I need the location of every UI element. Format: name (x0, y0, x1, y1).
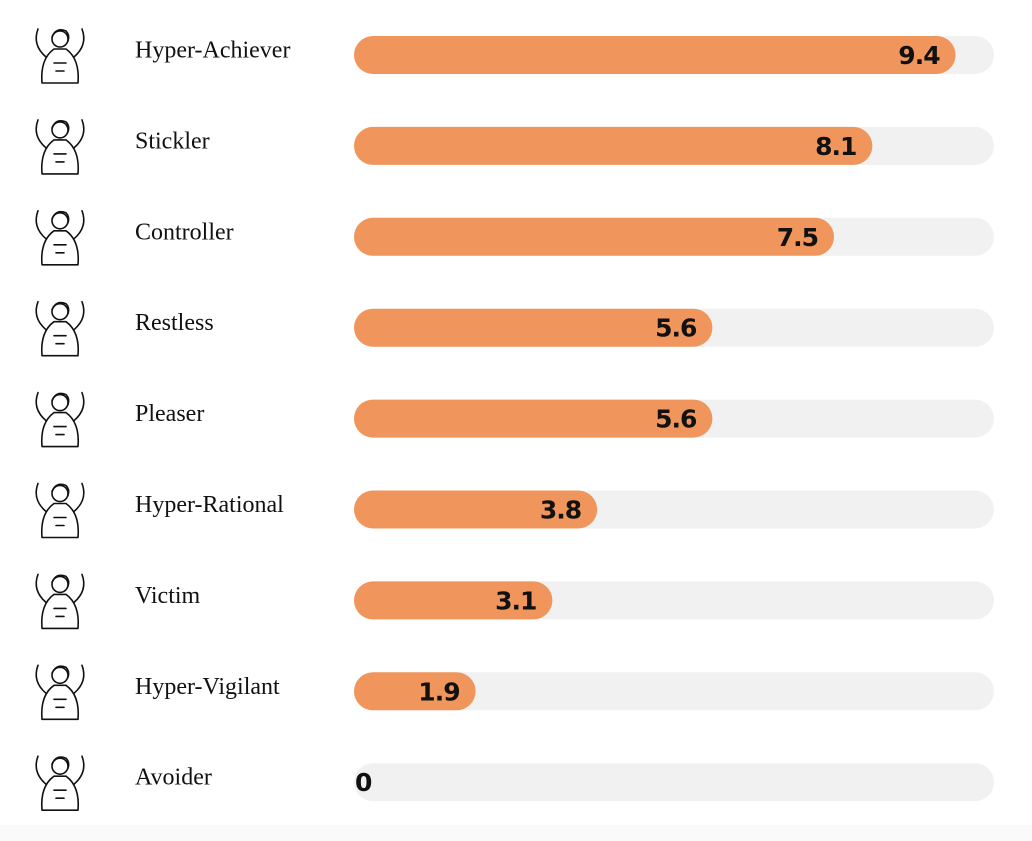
bar (354, 217, 834, 256)
icon-detail (53, 516, 67, 527)
value-label: 8.1 (815, 132, 856, 161)
category-label: Victim (135, 583, 201, 609)
bar (354, 36, 956, 74)
icon-body (40, 411, 80, 448)
icon-arms (35, 28, 85, 58)
icon-body (40, 684, 80, 721)
footer-band (0, 825, 1032, 841)
icon-detail (53, 607, 67, 618)
icon-body (40, 230, 80, 266)
icon-hair (51, 29, 70, 42)
icon-hair (51, 483, 70, 497)
icon-body (40, 593, 80, 630)
row-icon (35, 28, 85, 84)
category-label: Pleaser (135, 401, 204, 427)
bar (354, 672, 476, 711)
category-label: Hyper-Achiever (135, 38, 290, 64)
bar (354, 308, 713, 347)
category-label: Restless (135, 310, 214, 336)
icon-detail (53, 425, 67, 436)
value-label: 1.9 (418, 677, 459, 706)
icon-detail (53, 698, 67, 709)
bar-track (354, 672, 994, 711)
row-icon (35, 664, 85, 721)
icon-arms (35, 300, 85, 331)
icon-arms (35, 482, 85, 513)
icon-arms (35, 391, 85, 422)
icon-body (40, 502, 80, 539)
row-icon (35, 210, 85, 266)
icon-hair (51, 392, 70, 406)
icon-hair (51, 210, 70, 224)
value-label: 7.5 (777, 223, 818, 252)
value-label: 9.4 (898, 41, 940, 70)
icon-hair (51, 756, 70, 770)
icon-body (40, 48, 80, 84)
value-label: 3.1 (495, 586, 536, 615)
row-icon (35, 755, 85, 812)
value-label: 3.8 (540, 496, 581, 525)
icon-detail (53, 153, 67, 163)
icon-arms (35, 573, 85, 604)
category-label: Stickler (135, 128, 210, 154)
value-label: 5.6 (655, 405, 697, 434)
category-label: Controller (135, 219, 234, 245)
row-icon (35, 391, 85, 448)
value-label: 0 (355, 768, 372, 797)
icon-hair (51, 574, 70, 588)
icon-body (40, 139, 80, 175)
icon-hair (51, 119, 70, 133)
icon-detail (53, 62, 67, 72)
bar (354, 581, 553, 620)
icon-body (40, 320, 80, 357)
category-label: Avoider (135, 765, 212, 791)
icon-detail (53, 244, 67, 254)
icon-hair (51, 301, 70, 315)
row-icon (35, 482, 85, 539)
row-icon (35, 119, 85, 175)
row-icon (35, 573, 85, 630)
icon-detail (53, 789, 67, 800)
icon-arms (35, 210, 85, 240)
icon-arms (35, 664, 85, 695)
bar-track (354, 763, 994, 802)
icon-arms (35, 119, 85, 149)
icon-arms (35, 755, 85, 786)
icon-body (40, 775, 80, 812)
value-label: 5.6 (655, 314, 697, 343)
category-label: Hyper-Rational (135, 492, 284, 518)
bar (354, 399, 713, 438)
category-label: Hyper-Vigilant (135, 674, 280, 700)
bar (354, 126, 873, 165)
bar (354, 490, 598, 529)
icon-hair (51, 665, 70, 679)
row-icon (35, 300, 85, 357)
icon-detail (53, 334, 67, 345)
